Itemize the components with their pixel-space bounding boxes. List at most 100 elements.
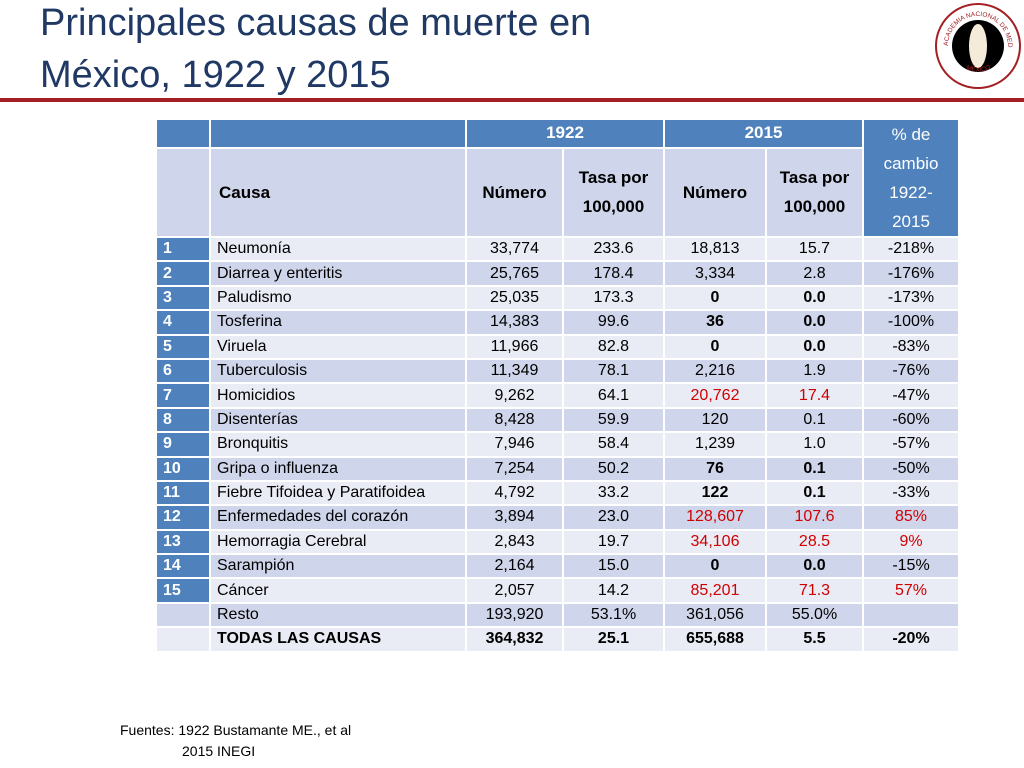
table-cell: 34,106 — [663, 528, 767, 556]
table-row: 5 Viruela 11,966 82.8 0 0.0 -83% — [155, 333, 960, 360]
table-cell: 2,216 — [663, 357, 767, 385]
table-cell: Neumonía — [209, 235, 467, 263]
table-cell: 57% — [862, 577, 960, 604]
table-cell: -218% — [862, 235, 960, 263]
table-row: 11 Fiebre Tifoidea y Paratifoidea 4,792 33.… — [155, 479, 960, 507]
table-row: 14 Sarampión 2,164 15.0 0 0.0 -15% — [155, 553, 960, 580]
table-cell: -173% — [862, 284, 960, 312]
table-cell: 36 — [663, 309, 767, 336]
table-cell: -50% — [862, 455, 960, 482]
table-cell: 82.8 — [562, 333, 665, 360]
table-cell: 11,966 — [465, 333, 564, 360]
table-cell: 9% — [862, 528, 960, 556]
table-cell: 2.8 — [765, 260, 864, 287]
table-cell: 15.7 — [765, 235, 864, 263]
table-cell: Tosferina — [209, 309, 467, 336]
table-cell: -60% — [862, 406, 960, 434]
header-cell: 2015 — [663, 118, 864, 149]
table-cell: 0 — [663, 284, 767, 312]
row-number: 11 — [155, 479, 211, 507]
table-row: 3 Paludismo 25,035 173.3 0 0.0 -173% — [155, 284, 960, 312]
row-number: 3 — [155, 284, 211, 312]
row-number: 9 — [155, 431, 211, 458]
table-cell: 25,035 — [465, 284, 564, 312]
table-cell: Bronquitis — [209, 431, 467, 458]
table-cell: 19.7 — [562, 528, 665, 556]
row-number: 8 — [155, 406, 211, 434]
table-cell: 3,894 — [465, 504, 564, 531]
table-cell: 25,765 — [465, 260, 564, 287]
table-cell: 5.5 — [765, 626, 864, 653]
table-cell: 2,843 — [465, 528, 564, 556]
table-cell: -76% — [862, 357, 960, 385]
table-cell: TODAS LAS CAUSAS — [209, 626, 467, 653]
table-cell: Cáncer — [209, 577, 467, 604]
header-row: Causa Número Tasa por 100,000 Número Tasa po… — [155, 146, 959, 239]
table-cell: 361,056 — [663, 601, 767, 629]
header-cell: Tasa por 100,000 — [562, 146, 665, 239]
table-cell: 1,239 — [663, 431, 767, 458]
data-table: 1922 2015% de cambio 1922-2015 Causa Número… — [155, 118, 960, 653]
header-cell: Tasa por 100,000 — [765, 146, 864, 239]
header-cell: 1922 — [465, 118, 665, 149]
table-cell: Diarrea y enteritis — [209, 260, 467, 287]
table-cell: 8,428 — [465, 406, 564, 434]
table-cell: 233.6 — [562, 235, 665, 263]
table-cell: 33,774 — [465, 235, 564, 263]
row-number: 13 — [155, 528, 211, 556]
logo-text: MÉXICO — [965, 64, 991, 74]
table-cell: -100% — [862, 309, 960, 336]
table-cell: 0.0 — [765, 553, 864, 580]
table-cell: 364,832 — [465, 626, 564, 653]
table-cell: -20% — [862, 626, 960, 653]
table-row: 1 Neumonía 33,774 233.6 18,813 15.7 -218% — [155, 235, 960, 263]
table-cell — [862, 601, 960, 629]
table-cell: 0 — [663, 553, 767, 580]
table-cell: -57% — [862, 431, 960, 458]
table-cell: Enfermedades del corazón — [209, 504, 467, 531]
row-number: 6 — [155, 357, 211, 385]
table-cell: Sarampión — [209, 553, 467, 580]
table-cell: 3,334 — [663, 260, 767, 287]
table-cell: 78.1 — [562, 357, 665, 385]
row-number — [155, 601, 211, 629]
row-number: 1 — [155, 235, 211, 263]
table-cell: -47% — [862, 382, 960, 409]
table-cell: 4,792 — [465, 479, 564, 507]
row-number: 5 — [155, 333, 211, 360]
table-row: 2 Diarrea y enteritis 25,765 178.4 3,334 2.8-… — [155, 260, 960, 287]
table-cell: 2,164 — [465, 553, 564, 580]
row-number: 10 — [155, 455, 211, 482]
table-row: 8 Disenterías 8,428 59.9 120 0.1 -60% — [155, 406, 960, 434]
table-row: Resto 193,920 53.1% 361,056 55.0% — [155, 601, 960, 629]
logo: ACADEMIA NACIONAL DE MEDICINA MÉXICO — [934, 2, 1021, 89]
table-cell: 99.6 — [562, 309, 665, 336]
footnote: Fuentes: 1922 Bustamante ME., et al — [120, 722, 352, 738]
row-number: 4 — [155, 309, 211, 336]
table-cell: 122 — [663, 479, 767, 507]
table-row: 15 Cáncer 2,057 14.2 85,201 71.3 57% — [155, 577, 960, 604]
title: México, 1922 y 2015 — [40, 54, 391, 96]
table-cell: 85% — [862, 504, 960, 531]
table-cell: -176% — [862, 260, 960, 287]
table-cell: -33% — [862, 479, 960, 507]
table-cell: 33.2 — [562, 479, 665, 507]
table-row: 13 Hemorragia Cerebral 2,843 19.7 34,106 28.5… — [155, 528, 960, 556]
title-rule — [0, 98, 1024, 102]
table-cell: 11,349 — [465, 357, 564, 385]
header-cell — [155, 146, 211, 239]
header-row: 1922 2015% de cambio 1922-2015 — [155, 118, 960, 238]
table-cell: 0.1 — [765, 455, 864, 482]
table-cell: 0.0 — [765, 284, 864, 312]
row-number: 2 — [155, 260, 211, 287]
table-cell: Hemorragia Cerebral — [209, 528, 467, 556]
table-cell: 59.9 — [562, 406, 665, 434]
table-row: TODAS LAS CAUSAS 364,832 25.1 655,688 5.5 -20… — [155, 626, 960, 653]
table-row: 12 Enfermedades del corazón 3,894 23.0 128,6… — [155, 504, 960, 531]
header-cell — [155, 118, 211, 149]
row-number: 7 — [155, 382, 211, 409]
table-cell: 9,262 — [465, 382, 564, 409]
table-cell: 25.1 — [562, 626, 665, 653]
table-cell: 0.1 — [765, 479, 864, 507]
